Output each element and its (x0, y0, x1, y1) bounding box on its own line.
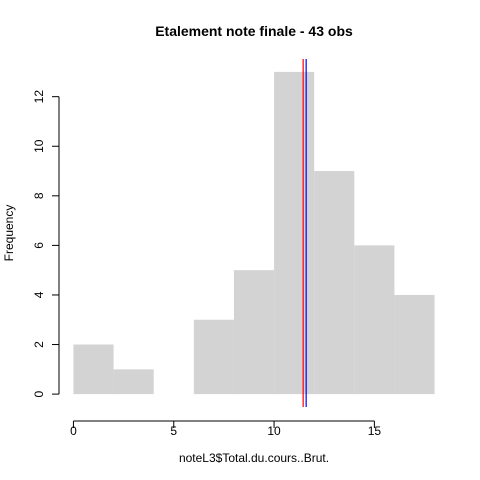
histogram-bar-0 (73, 344, 114, 395)
bars-group (73, 71, 435, 395)
chart-title: Etalement note finale - 43 obs (155, 23, 353, 39)
y-tick-label-5: 10 (32, 139, 46, 153)
histogram-bar-7 (354, 245, 395, 395)
x-axis: 0 5 10 15 (70, 420, 382, 438)
y-tick-label-6: 12 (32, 90, 46, 104)
y-axis: 0 2 4 6 8 10 12 (32, 90, 60, 397)
y-tick-label-1: 2 (32, 341, 46, 348)
x-tick-label-2: 10 (267, 424, 281, 438)
y-tick-label-2: 4 (32, 291, 46, 298)
y-tick-label-3: 6 (32, 242, 46, 249)
x-tick-label-3: 15 (368, 424, 382, 438)
histogram-bar-6 (314, 171, 355, 395)
y-tick-label-0: 0 (32, 390, 46, 397)
y-tick-label-4: 8 (32, 192, 46, 199)
x-tick-label-0: 0 (70, 424, 77, 438)
x-axis-label: noteL3$Total.du.cours..Brut. (179, 451, 329, 465)
y-axis-label: Frequency (2, 205, 16, 262)
histogram-bar-3 (193, 319, 234, 395)
x-tick-label-1: 5 (170, 424, 177, 438)
histogram-bar-1 (113, 369, 154, 395)
histogram-bar-4 (233, 270, 275, 395)
histogram-bar-8 (394, 294, 435, 395)
histogram-bar-5 (274, 71, 315, 395)
vertical-lines-group (302, 59, 307, 407)
